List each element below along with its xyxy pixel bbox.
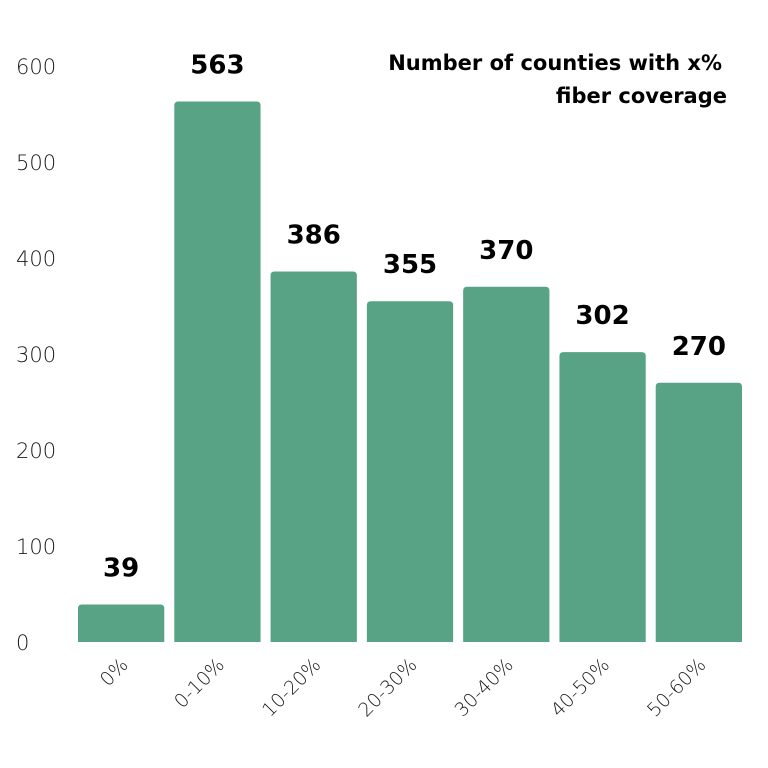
bar-0-10% bbox=[174, 101, 261, 642]
data-label: 355 bbox=[383, 250, 437, 280]
x-tick-label: 30-40% bbox=[450, 654, 517, 721]
x-tick-label: 50-60% bbox=[643, 654, 710, 721]
y-tick-label: 600 bbox=[16, 55, 56, 79]
y-tick-label: 200 bbox=[16, 439, 56, 463]
data-label: 39 bbox=[103, 554, 139, 584]
x-tick-label: 10-20% bbox=[258, 654, 325, 721]
x-axis: 0% 0-10% 10-20% 20-30% 30-40% 40-50% 50-60% bbox=[96, 654, 711, 721]
y-tick-label: 300 bbox=[16, 343, 56, 367]
chart-title-line-2: fiber coverage bbox=[556, 84, 727, 108]
y-tick-label: 100 bbox=[16, 535, 56, 559]
data-label: 370 bbox=[479, 236, 533, 266]
data-label: 270 bbox=[672, 332, 726, 362]
x-tick-label: 0-10% bbox=[170, 654, 229, 713]
bar-0% bbox=[78, 604, 165, 642]
x-tick-label: 0% bbox=[96, 654, 133, 691]
y-tick-label: 0 bbox=[16, 631, 29, 655]
bar-20-30% bbox=[366, 301, 454, 642]
data-label: 302 bbox=[575, 301, 629, 331]
bars bbox=[78, 101, 742, 642]
y-tick-label: 500 bbox=[16, 151, 56, 175]
bar-30-40% bbox=[463, 286, 550, 642]
chart-title-line-1: Number of counties with x% bbox=[388, 51, 722, 75]
data-label: 563 bbox=[190, 51, 244, 81]
bar-50-60% bbox=[655, 382, 742, 642]
y-axis: 0 100 200 300 400 500 600 bbox=[16, 55, 56, 655]
chart-title: Number of counties with x% fiber coverag… bbox=[388, 51, 727, 108]
y-tick-label: 400 bbox=[16, 247, 56, 271]
data-label: 386 bbox=[287, 220, 341, 250]
x-tick-label: 20-30% bbox=[354, 654, 421, 721]
bar-40-50% bbox=[559, 352, 646, 642]
x-tick-label: 40-50% bbox=[547, 654, 614, 721]
bar-10-20% bbox=[270, 271, 357, 642]
data-labels: 39 563 386 355 370 302 270 bbox=[103, 51, 726, 584]
